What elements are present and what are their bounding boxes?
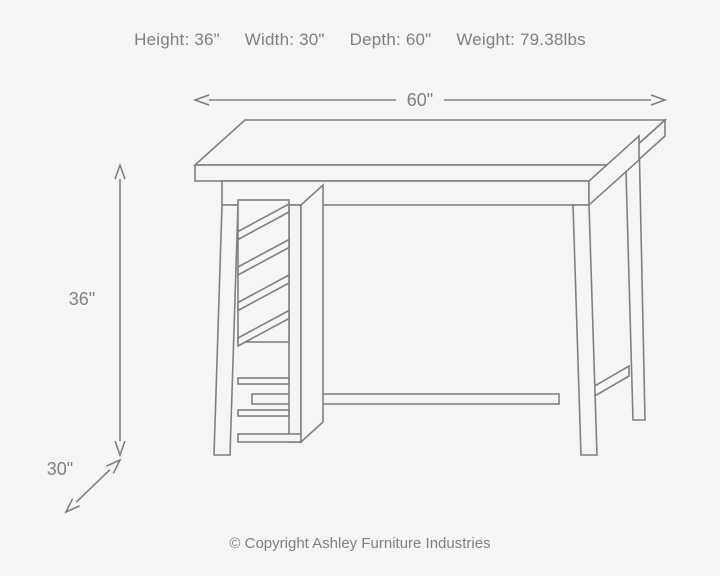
svg-text:36": 36" bbox=[69, 289, 95, 309]
copyright-text: © Copyright Ashley Furniture Industries bbox=[0, 535, 720, 552]
diagram-canvas: Height: 36" Width: 30" Depth: 60" Weight… bbox=[0, 0, 720, 576]
svg-text:30": 30" bbox=[47, 459, 73, 479]
furniture-diagram: 60" 36" 30" bbox=[0, 0, 720, 576]
svg-text:60": 60" bbox=[407, 90, 433, 110]
